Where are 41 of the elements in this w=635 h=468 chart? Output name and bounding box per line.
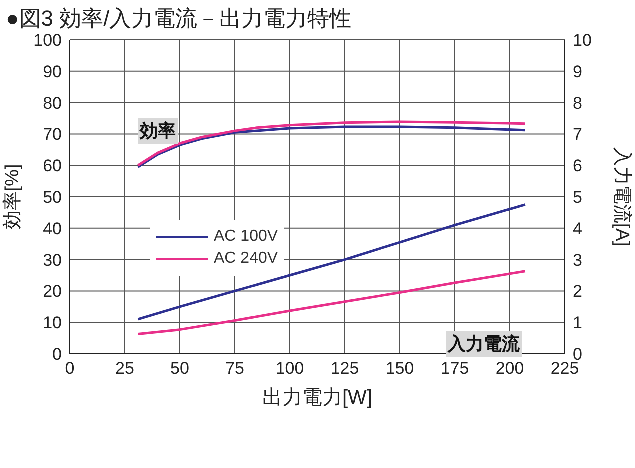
x-tick-label: 75 [226,359,244,378]
y2-tick-label: 8 [573,94,582,113]
y2-tick-label: 6 [573,156,582,176]
legend-label: AC 100V [214,228,278,246]
line-series [136,270,527,336]
y2-tick-label: 7 [573,125,582,144]
y-tick-label: 50 [43,188,62,208]
y-tick-label: 80 [43,94,62,113]
x-tick-label: 100 [276,359,304,378]
y-tick-label: 10 [43,314,62,333]
legend-label: AC 240V [214,250,278,268]
y-tick-label: 100 [34,31,62,50]
x-tick-label: 0 [65,359,75,378]
x-tick-label: 225 [550,359,580,378]
y2-tick-label: 1 [573,314,582,333]
x-tick-label: 50 [170,359,190,378]
y2-tick-label: 4 [573,219,582,238]
x-tick-label: 200 [496,359,524,378]
y2-tick-label: 3 [573,250,582,270]
line-series [136,204,527,321]
y2-tick-label: 2 [573,282,582,302]
y-tick-label: 40 [43,219,62,238]
annotation: 効率 [138,118,178,144]
y2-tick-label: 10 [573,31,592,50]
y-tick-label: 30 [43,250,62,270]
x-tick-label: 175 [440,359,470,378]
y2-tick-label: 5 [573,188,582,208]
y2-tick-label: 9 [573,62,582,82]
chart-title: ●図3 効率/入力電流－出力電力特性 [6,6,352,31]
annotation: 入力電流 [446,331,522,357]
x-axis-title: 出力電力[W] [262,387,372,409]
y-tick-label: 20 [43,282,62,302]
x-tick-label: 125 [330,359,360,378]
y-tick-label: 70 [43,125,62,144]
y-tick-label: 0 [52,345,62,364]
y-tick-label: 60 [43,156,62,176]
y-tick-label: 90 [43,62,62,82]
y2-axis-title: 入力電流[A] [611,147,634,247]
x-tick-label: 25 [116,359,134,378]
y-axis-title: 効率[%] [2,164,24,230]
x-tick-label: 150 [386,359,414,378]
